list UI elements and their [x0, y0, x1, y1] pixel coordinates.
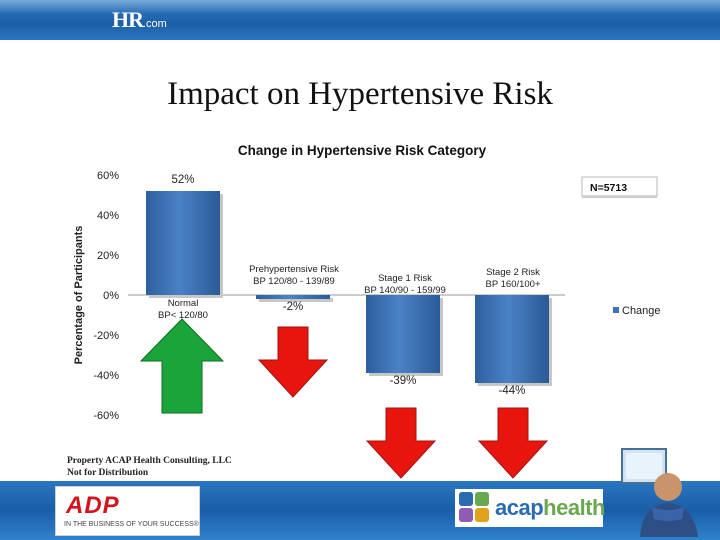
acap-puzzle-icon: [459, 492, 489, 522]
legend: Change: [613, 305, 661, 317]
adp-logo: ADP: [66, 492, 120, 519]
red-down-arrow-stage2: [478, 407, 548, 479]
value-label: -44%: [499, 385, 526, 397]
y-tick-label: 40%: [97, 210, 119, 222]
y-tick-label: 60%: [97, 170, 119, 182]
value-label: -39%: [390, 375, 417, 387]
legend-label: Change: [622, 305, 661, 317]
y-tick-label: -20%: [93, 330, 119, 342]
bar-series-change: [146, 191, 552, 386]
bar-3: [475, 295, 549, 383]
bar-2: [366, 295, 440, 373]
logo-suffix-text: .com: [143, 18, 167, 30]
acap-part1: acap: [495, 495, 544, 520]
adp-logo-box: ADP IN THE BUSINESS OF YOUR SUCCESS®: [55, 486, 200, 536]
bar-shadow: [259, 298, 333, 302]
property-notice: Property ACAP Health Consulting, LLC Not…: [67, 455, 232, 479]
category-labels: Normal BP< 120/80 Prehypertensive Risk BP 1…: [158, 264, 541, 321]
property-line: Property ACAP Health Consulting, LLC: [67, 456, 232, 466]
category-label: Prehypertensive Risk BP 120/80 - 139/89: [249, 264, 339, 287]
y-tick-label: -40%: [93, 370, 119, 382]
slide-title: Impact on Hypertensive Risk: [167, 76, 553, 112]
value-label: 52%: [171, 174, 194, 186]
sample-size-annotation: N=5713: [590, 182, 627, 194]
distribution-line: Not for Distribution: [67, 468, 149, 478]
red-down-arrow-stage1: [366, 407, 436, 479]
y-axis-label: Percentage of Participants: [73, 226, 85, 365]
y-tick-label: 0%: [103, 290, 119, 302]
bar-0: [146, 191, 220, 295]
category-label: Stage 2 Risk BP 160/100+: [485, 267, 540, 290]
value-labels: 52% -2% -39% -44%: [171, 174, 525, 397]
value-label: -2%: [283, 301, 303, 313]
logo-main-text: HR: [112, 7, 144, 32]
y-tick-label: 20%: [97, 250, 119, 262]
green-up-arrow: [140, 318, 225, 414]
category-label: Stage 1 Risk BP 140/90 - 159/99: [364, 273, 446, 296]
person-at-computer-image: [621, 448, 698, 537]
top-banner: HR.com: [0, 0, 720, 40]
adp-tagline: IN THE BUSINESS OF YOUR SUCCESS®: [64, 521, 199, 528]
bar-1: [256, 295, 330, 299]
acaphealth-logo: acaphealth: [455, 489, 605, 527]
banner-shine: [0, 0, 720, 14]
category-label: Normal BP< 120/80: [158, 298, 208, 321]
hr-com-logo: HR.com: [112, 7, 167, 33]
chart-title: Change in Hypertensive Risk Category: [238, 143, 487, 158]
red-down-arrow-prehypertensive: [258, 326, 328, 398]
acap-part2: health: [543, 495, 605, 520]
legend-swatch: [613, 307, 619, 313]
acap-wordmark: acaphealth: [495, 495, 605, 521]
y-tick-label: -60%: [93, 410, 119, 422]
annotation-box: N=5713: [581, 176, 658, 198]
y-axis-ticks: 60% 40% 20% 0% -20% -40% -60%: [93, 170, 119, 422]
